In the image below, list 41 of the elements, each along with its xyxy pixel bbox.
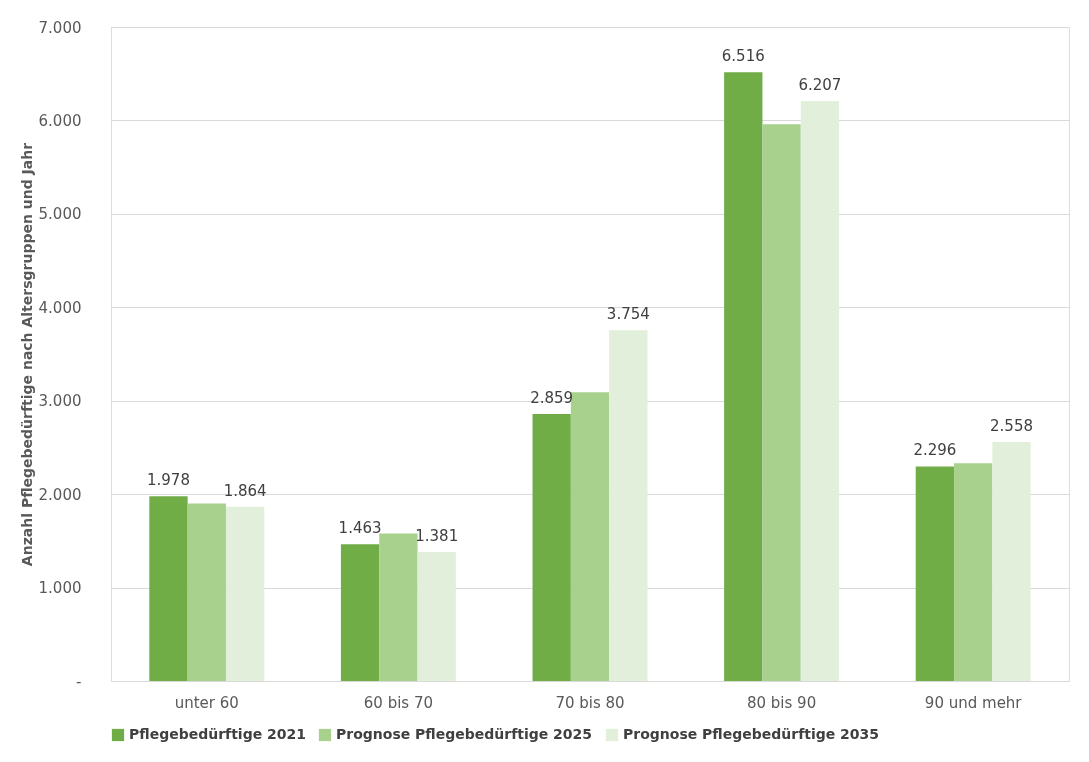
y-tick-label: 5.000 — [38, 205, 82, 224]
y-tick-label: 1.000 — [38, 579, 82, 598]
data-label: 1.978 — [147, 471, 190, 490]
bar — [225, 506, 265, 681]
legend-label: Pflegebedürftige 2021 — [129, 726, 306, 742]
data-label: 6.516 — [721, 47, 765, 66]
y-tick-label: - — [76, 672, 82, 691]
bar — [800, 101, 840, 681]
x-tick-label: 90 und mehr — [924, 693, 1023, 712]
y-tick-label: 2.000 — [38, 485, 82, 504]
x-tick-label: 60 bis 70 — [363, 693, 434, 712]
bar — [915, 466, 955, 681]
x-tick-label: 70 bis 80 — [555, 693, 625, 712]
bar — [340, 544, 380, 681]
y-tick-label: 4.000 — [38, 298, 82, 317]
y-tick-label: 6.000 — [38, 111, 82, 130]
bar — [187, 503, 226, 681]
data-label: 1.463 — [338, 519, 382, 538]
data-label: 3.754 — [606, 305, 650, 324]
bar — [724, 72, 763, 681]
legend-label: Prognose Pflegebedürftige 2025 — [336, 726, 593, 742]
x-tick-label: 80 bis 90 — [746, 693, 817, 712]
bar — [417, 551, 456, 681]
bar — [762, 124, 801, 681]
bar — [609, 330, 648, 681]
data-label: 6.207 — [798, 76, 842, 95]
data-label: 1.864 — [223, 481, 267, 500]
bar — [954, 463, 993, 681]
data-label: 2.296 — [913, 441, 957, 460]
legend-label: Prognose Pflegebedürftige 2035 — [623, 726, 880, 742]
y-axis-title: Anzahl Pflegebedürftige nach Altersgruppen und Jahr — [18, 142, 35, 567]
bar — [532, 413, 571, 681]
data-label: 1.381 — [415, 526, 459, 545]
bar — [570, 392, 610, 681]
bar — [992, 442, 1031, 681]
y-tick-label: 7.000 — [38, 18, 82, 37]
bar — [149, 496, 188, 681]
bar — [379, 533, 418, 681]
y-tick-label: 3.000 — [38, 392, 82, 411]
data-label: 2.558 — [990, 417, 1033, 436]
x-tick-label: unter 60 — [174, 693, 239, 712]
